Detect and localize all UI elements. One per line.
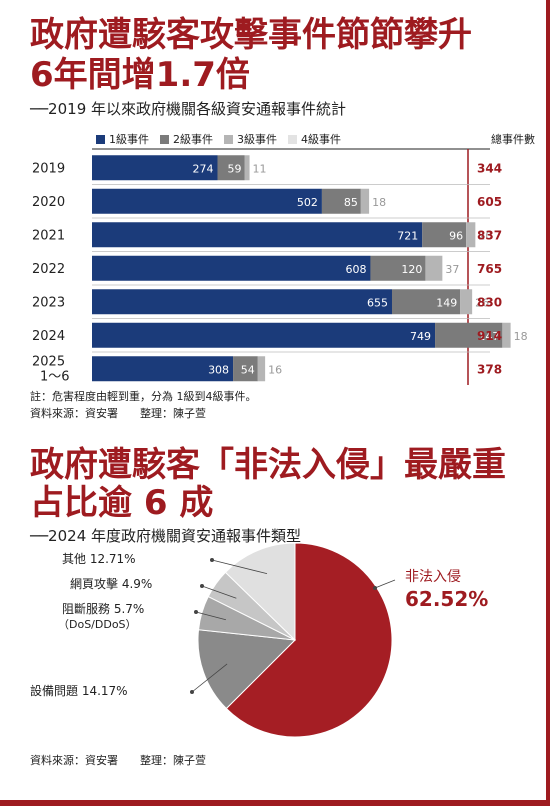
total-value: 378 <box>477 362 502 376</box>
chart2-title-line2: 占比逾 6 成 <box>30 483 214 523</box>
bar-value-label: 149 <box>436 296 457 309</box>
pie-label: 阻斷服務 5.7% <box>62 602 144 616</box>
pie-value-label: 62.52% <box>405 587 488 611</box>
bar-value-label: 749 <box>410 330 431 343</box>
legend-swatch <box>288 135 297 144</box>
chart1-note: 註：危害程度由輕到重，分為 1級到4級事件。 <box>30 390 257 403</box>
bar-segment <box>370 255 426 281</box>
bar-value-label: 20 <box>478 229 492 242</box>
legend-label: 1級事件 <box>109 133 149 146</box>
leader-line <box>211 559 268 575</box>
pie-label: 非法入侵 <box>405 568 461 585</box>
bar-value-label: 26 <box>475 296 489 309</box>
bar-segment <box>321 188 361 214</box>
chart1-source: 資料來源：資安署 整理：陳子萱 <box>30 407 206 420</box>
bar-segment <box>92 155 218 181</box>
leader-line <box>191 663 228 693</box>
bar-value-label: 18 <box>372 196 386 209</box>
bar-segment <box>435 322 503 348</box>
bar-segment <box>92 322 436 348</box>
leader-dot <box>194 610 198 614</box>
total-value: 837 <box>477 228 502 242</box>
bar-segment <box>257 356 266 382</box>
leader-dot <box>200 584 204 588</box>
bar-segment <box>92 289 392 315</box>
bar-value-label: 655 <box>367 296 388 309</box>
leader-line <box>201 585 237 599</box>
category-label: 2024 <box>32 329 65 344</box>
category-label: 1～6 <box>40 369 70 384</box>
total-value: 830 <box>477 295 502 309</box>
pie-label: 設備問題 14.17% <box>30 683 128 698</box>
total-header: 總事件數 <box>491 132 535 146</box>
bar-segment <box>502 322 511 348</box>
pie-label: 其他 12.71% <box>62 552 136 566</box>
bar-segment <box>425 255 443 281</box>
leader-line <box>195 611 227 621</box>
pie-slice <box>197 629 297 710</box>
legend-swatch <box>224 135 233 144</box>
pie-slice <box>225 542 393 738</box>
bar-segment <box>217 155 245 181</box>
bar-segment <box>92 356 234 382</box>
bar-value-label: 308 <box>208 363 229 376</box>
bar-value-label: 37 <box>445 263 459 276</box>
bar-segment <box>92 188 322 214</box>
category-label: 2025 <box>32 354 65 369</box>
category-label: 2019 <box>32 161 65 176</box>
bar-segment <box>360 188 370 214</box>
legend-label: 4級事件 <box>301 133 341 146</box>
total-value: 765 <box>477 262 502 276</box>
leader-line <box>374 579 396 589</box>
leader-dot <box>210 558 214 562</box>
total-value: 605 <box>477 195 502 209</box>
bar-chart: 1級事件 2級事件 3級事件 4級事件 總事件數 2019 274 59 11 344 2020 50… <box>32 132 535 385</box>
category-label: 2022 <box>32 262 65 277</box>
leader-dot <box>190 690 194 694</box>
bar-segment <box>466 222 476 248</box>
pie-label-note: （DoS/DDoS） <box>58 618 137 631</box>
bar-value-label: 502 <box>297 196 318 209</box>
legend-label: 2級事件 <box>173 133 213 146</box>
pie-label: 網頁攻擊 4.9% <box>70 576 152 591</box>
legend-label: 3級事件 <box>237 133 277 146</box>
leader-dot <box>373 586 377 590</box>
category-label: 2021 <box>32 228 65 243</box>
total-value: 914 <box>477 329 502 343</box>
category-label: 2020 <box>32 195 65 210</box>
bar-segment <box>233 356 258 382</box>
legend-swatch <box>96 135 105 144</box>
legend-swatch <box>160 135 169 144</box>
bar-value-label: 54 <box>241 363 255 376</box>
bar-value-label: 147 <box>478 330 499 343</box>
bar-segment <box>460 289 473 315</box>
bar-value-label: 608 <box>345 263 366 276</box>
bar-segment <box>391 289 461 315</box>
bar-value-label: 11 <box>253 162 267 175</box>
bar-value-label: 96 <box>449 229 463 242</box>
bar-value-label: 16 <box>268 363 282 376</box>
total-value: 344 <box>477 161 502 175</box>
bar-value-label: 59 <box>228 162 242 175</box>
bar-segment <box>244 155 250 181</box>
chart2-title-line1: 政府遭駭客「非法入侵」最嚴重 <box>30 445 506 485</box>
bar-segment <box>422 222 467 248</box>
bar-value-label: 274 <box>192 162 213 175</box>
category-label: 2023 <box>32 295 65 310</box>
bar-segment <box>92 222 423 248</box>
chart1-title-line1: 政府遭駭客攻擊事件節節攀升 <box>30 15 472 55</box>
bar-value-label: 120 <box>401 263 422 276</box>
chart2-source: 資料來源：資安署 整理：陳子萱 <box>30 754 206 767</box>
bar-value-label: 85 <box>344 196 358 209</box>
chart1-subtitle: ──2019 年以來政府機關各級資安通報事件統計 <box>30 100 347 118</box>
bar-value-label: 721 <box>397 229 418 242</box>
bar-value-label: 18 <box>514 330 528 343</box>
pie-chart: 非法入侵 62.52% 設備問題 14.17% 阻斷服務 5.7% （DoS/DDoS）… <box>30 542 488 738</box>
chart2-subtitle: ──2024 年度政府機關資安通報事件類型 <box>30 527 302 545</box>
chart1-title-line2: 6年間增1.7倍 <box>30 55 250 95</box>
pie-slice <box>224 542 296 642</box>
bar-segment <box>92 255 371 281</box>
